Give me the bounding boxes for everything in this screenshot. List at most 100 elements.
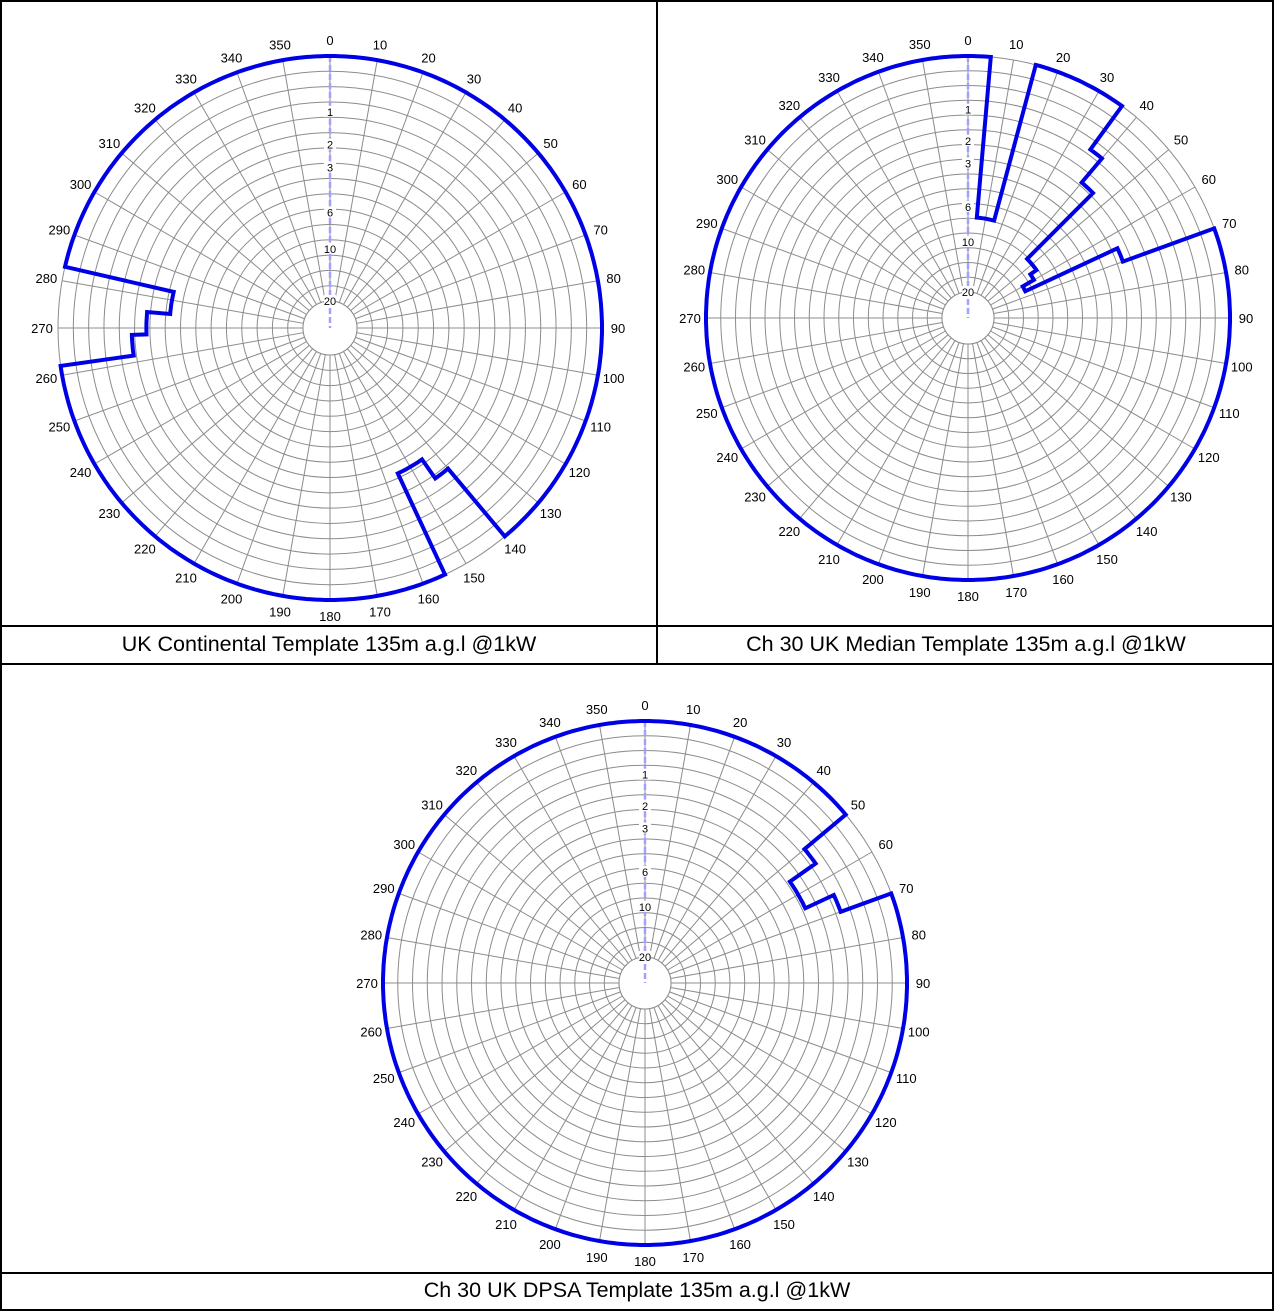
angle-tick-label: 40	[816, 763, 830, 778]
radial-tick-bg	[639, 822, 651, 834]
grid-spoke	[193, 351, 317, 564]
angle-tick-label: 260	[683, 359, 705, 374]
angle-tick-label: 300	[716, 172, 738, 187]
grid-spoke	[476, 1002, 629, 1185]
grid-spoke	[709, 322, 943, 364]
grid-spoke	[236, 353, 322, 584]
grid-spoke	[980, 340, 1100, 546]
radial-tick-label: 1	[642, 770, 648, 782]
grid-spoke	[972, 343, 1014, 577]
radial-tick-bg	[639, 768, 651, 780]
angle-tick-label: 150	[463, 570, 485, 585]
angle-tick-label: 270	[356, 976, 378, 991]
angle-tick-label: 180	[634, 1254, 656, 1269]
angle-tick-label: 30	[777, 735, 791, 750]
angle-tick-label: 70	[593, 222, 607, 237]
grid-spoke	[236, 72, 322, 303]
angle-tick-label: 90	[916, 976, 930, 991]
angle-tick-label: 320	[455, 763, 477, 778]
grid-spoke	[476, 781, 629, 964]
grid-spoke	[657, 755, 777, 961]
grid-spoke	[670, 937, 904, 979]
angle-tick-label: 100	[908, 1024, 930, 1039]
angle-tick-label: 120	[1198, 450, 1220, 465]
angle-tick-label: 160	[729, 1237, 751, 1252]
angle-tick-label: 240	[393, 1115, 415, 1130]
grid-spoke	[386, 987, 620, 1029]
grid-spoke	[653, 1007, 736, 1230]
grid-spoke	[984, 116, 1137, 299]
angle-tick-label: 160	[1052, 572, 1074, 587]
radial-tick-bg	[324, 161, 336, 173]
angle-tick-label: 290	[49, 222, 71, 237]
grid-spoke	[984, 337, 1137, 520]
angle-tick-label: 100	[1231, 359, 1253, 374]
radial-tick-bg	[962, 103, 974, 115]
grid-spoke	[669, 991, 892, 1074]
grid-spoke	[877, 71, 960, 294]
angle-tick-label: 170	[369, 605, 391, 620]
pattern-series-line	[58, 54, 604, 602]
angle-tick-label: 340	[862, 50, 884, 65]
grid-spoke	[649, 1008, 691, 1242]
row-divider-caption	[0, 625, 1274, 627]
grid-spoke	[740, 330, 946, 450]
angle-tick-label: 60	[1202, 172, 1216, 187]
radial-tick-label: 2	[327, 139, 333, 151]
radial-tick-label: 6	[965, 202, 971, 214]
angle-tick-label: 230	[744, 490, 766, 505]
angle-tick-label: 10	[373, 37, 387, 52]
grid-spoke	[350, 344, 539, 504]
grid-spoke	[709, 272, 943, 314]
angle-tick-label: 120	[569, 465, 591, 480]
angle-tick-label: 80	[1235, 263, 1249, 278]
grid-spoke	[355, 234, 586, 320]
grid-spoke	[972, 59, 1014, 293]
grid-spoke	[721, 227, 944, 310]
grid-spoke	[355, 336, 586, 422]
angle-tick-label: 150	[773, 1217, 795, 1232]
angle-tick-label: 300	[70, 177, 92, 192]
radial-tick-label: 6	[642, 867, 648, 879]
caption-median: Ch 30 UK Median Template 135m a.g.l @1kW	[746, 632, 1186, 656]
angle-tick-label: 100	[603, 371, 625, 386]
grid-spoke	[334, 354, 378, 596]
angle-tick-label: 340	[221, 50, 243, 65]
radial-tick-bg	[324, 242, 336, 254]
radial-tick-label: 10	[639, 902, 651, 914]
angle-tick-label: 250	[49, 420, 71, 435]
grid-spoke	[386, 937, 620, 979]
grid-spoke	[657, 1005, 777, 1211]
row-divider	[0, 663, 1274, 665]
angle-tick-label: 170	[1005, 585, 1027, 600]
angle-tick-label: 320	[778, 98, 800, 113]
angle-tick-label: 310	[99, 136, 121, 151]
angle-tick-label: 50	[1174, 132, 1188, 147]
angle-tick-label: 190	[909, 585, 931, 600]
radial-tick-label: 10	[962, 237, 974, 249]
grid-spoke	[282, 354, 326, 596]
grid-spoke	[443, 999, 626, 1152]
grid-spoke	[338, 353, 424, 584]
angle-tick-label: 220	[134, 542, 156, 557]
angle-tick-label: 230	[421, 1155, 443, 1170]
grid-spoke	[976, 71, 1059, 294]
radial-tick-label: 3	[965, 158, 971, 170]
radial-tick-bg	[639, 800, 651, 812]
angle-tick-label: 330	[818, 70, 840, 85]
angle-tick-label: 240	[716, 450, 738, 465]
grid-spoke	[836, 340, 956, 546]
grid-spoke	[74, 336, 305, 422]
angle-tick-label: 250	[696, 406, 718, 421]
angle-tick-label: 200	[862, 572, 884, 587]
angle-tick-label: 310	[744, 132, 766, 147]
radial-tick-bg	[962, 157, 974, 169]
grid-spoke	[282, 60, 326, 302]
grid-spoke	[554, 736, 637, 959]
radial-tick-label: 10	[324, 244, 336, 256]
radial-tick-label: 2	[965, 136, 971, 148]
angle-tick-label: 210	[818, 552, 840, 567]
grid-spoke	[154, 119, 314, 308]
grid-spoke	[398, 991, 621, 1074]
